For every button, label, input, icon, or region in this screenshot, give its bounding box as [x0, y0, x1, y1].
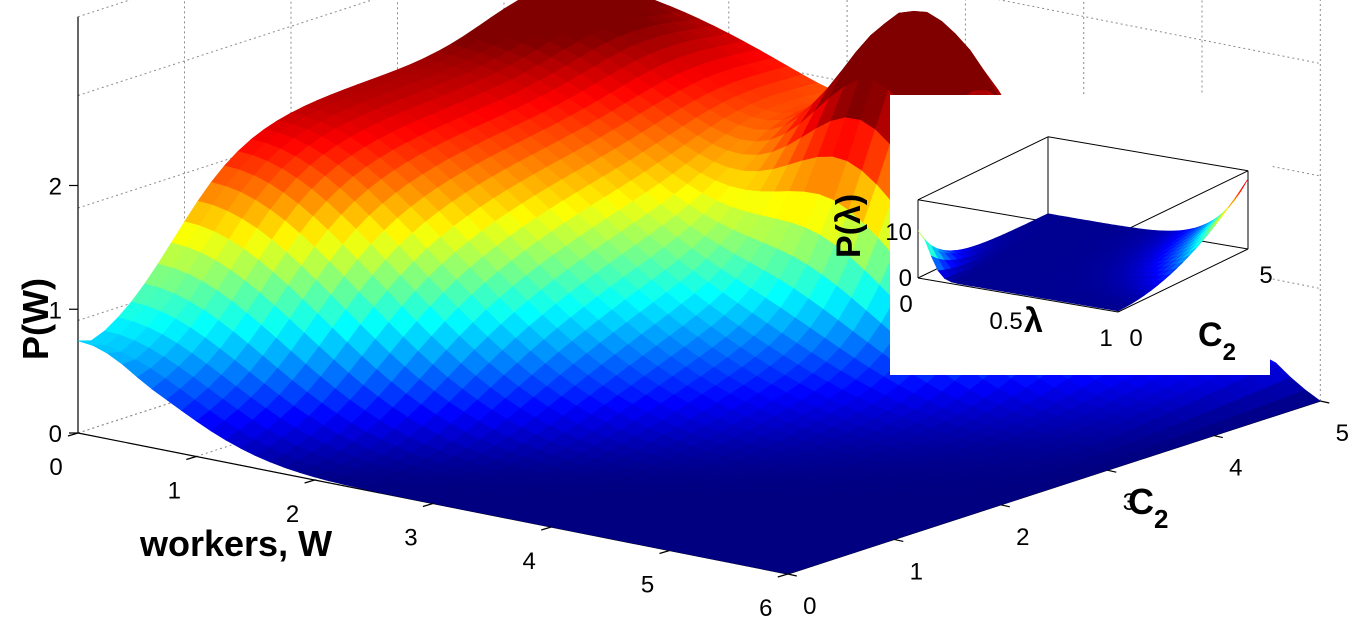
gridline-z-level [77, 0, 1321, 96]
z-tick-label: 0 [49, 421, 62, 448]
x-tick-mark [777, 573, 788, 578]
x-tick-mark [541, 526, 552, 531]
x-tick-label: 1 [168, 478, 181, 505]
x-tick-label: 6 [759, 595, 772, 622]
z-tick-label: 1 [49, 297, 62, 324]
y-tick-label: 1 [910, 558, 923, 585]
inset-x-tick-label: 1 [1099, 325, 1112, 352]
inset-z-tick-label: 10 [885, 219, 912, 246]
x-tick-label: 5 [641, 572, 654, 599]
y-tick-label: 2 [1016, 524, 1029, 551]
surface-patch [771, 566, 803, 575]
inset-y-axis-label: C2 [1198, 316, 1236, 366]
inset-z-tick-label: 0 [899, 265, 912, 292]
x-axis-label: workers, W [139, 523, 332, 564]
inset-x-axis-label: λ [1024, 302, 1043, 340]
y-axis-label: C2 [1128, 481, 1168, 534]
y-tick-mark [1000, 504, 1010, 508]
inset-surface-plot [917, 178, 1249, 312]
inset-frame-edge [1047, 136, 1249, 172]
inset-z-axis-label: P(λ) [830, 194, 868, 258]
x-tick-label: 2 [286, 501, 299, 528]
z-axis-label: P(W) [15, 278, 56, 360]
y-tick-label: 4 [1229, 455, 1242, 482]
z-tick-label: 2 [49, 174, 62, 201]
x-tick-label: 0 [49, 454, 62, 481]
inset-surface-patch [1110, 306, 1126, 312]
inset-frame-edge [917, 277, 1119, 313]
y-tick-mark [1320, 400, 1330, 404]
inset-y-tick-label: 0 [1129, 325, 1142, 352]
x-tick-label: 3 [404, 525, 417, 552]
x-tick-mark [304, 479, 315, 484]
y-tick-mark [787, 573, 797, 577]
inset-frame-edge [1117, 170, 1249, 235]
y-tick-mark [1213, 435, 1223, 439]
inset-x-tick-label: 0.5 [989, 308, 1022, 335]
inset-y-tick-label: 5 [1259, 262, 1272, 289]
y-tick-mark [894, 538, 904, 542]
x-tick-mark [186, 455, 197, 461]
y-tick-mark [1107, 469, 1117, 473]
y-tick-label: 5 [1336, 420, 1349, 447]
x-tick-mark [422, 502, 434, 508]
inset-frame-edge [917, 136, 1049, 201]
x-tick-mark [659, 549, 670, 555]
inset-frame-edge [1117, 248, 1249, 313]
x-tick-label: 4 [523, 548, 536, 575]
y-tick-label: 0 [803, 593, 816, 620]
gridline-top [77, 0, 132, 18]
inset-x-tick-label: 0 [899, 291, 912, 318]
y-tick-label: 3 [1123, 489, 1136, 516]
